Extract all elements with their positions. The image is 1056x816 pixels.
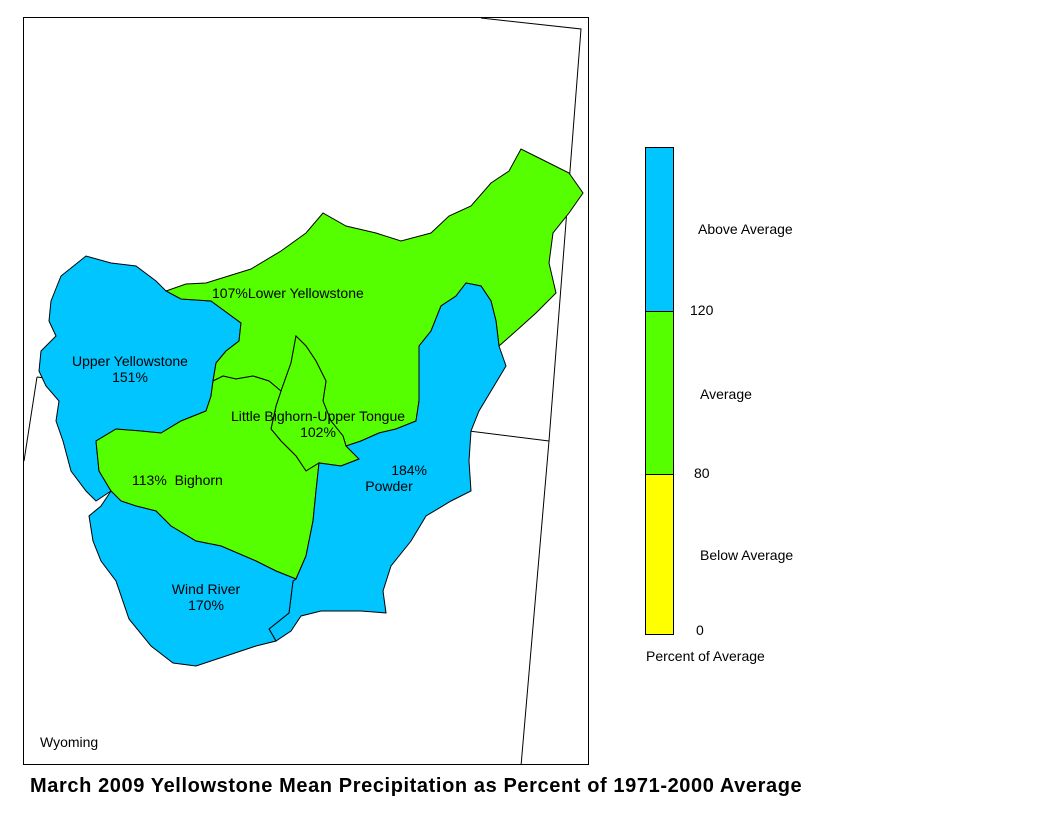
basin-powder[interactable] <box>268 282 507 642</box>
legend-swatch-average <box>646 311 673 474</box>
basin-label-wind-river: Wind River 170% <box>154 581 258 613</box>
legend-swatch-below-average <box>646 474 673 634</box>
basin-label-bighorn: 113% Bighorn <box>132 472 223 488</box>
legend-class-label: Below Average <box>700 547 794 563</box>
map-frame: Upper Yellowstone 151% 107%Lower Yellows… <box>23 17 589 765</box>
basin-percent: 170% <box>188 597 224 613</box>
state-boundary-line <box>24 376 38 462</box>
basin-percent: 184% <box>391 462 427 478</box>
legend-color-bar <box>645 147 674 635</box>
basin-label-little-bighorn-upper-tongue: Little Bighorn-Upper Tongue 102% <box>198 408 438 440</box>
basin-name: Powder <box>365 478 413 494</box>
basin-percent: 107% <box>212 285 248 301</box>
basin-name: Wind River <box>171 581 241 597</box>
basin-name: Lower Yellowstone <box>247 285 364 301</box>
state-label: Wyoming <box>40 734 99 750</box>
basin-percent: 151% <box>112 369 148 385</box>
basin-percent: 102% <box>300 424 336 440</box>
state-boundary-line <box>520 440 550 764</box>
legend-class-label: Average <box>700 386 752 402</box>
legend-title: Percent of Average <box>646 648 765 664</box>
legend-break-label: 120 <box>690 302 714 318</box>
basin-label-upper-yellowstone: Upper Yellowstone 151% <box>60 353 200 385</box>
basin-label-lower-yellowstone: 107%Lower Yellowstone <box>212 285 364 301</box>
basin-map <box>24 18 584 764</box>
page-title: March 2009 Yellowstone Mean Precipitatio… <box>30 775 803 797</box>
basin-name: Upper Yellowstone <box>72 353 188 369</box>
legend-break-label: 0 <box>696 622 704 638</box>
legend-swatch-above-average <box>646 148 673 311</box>
basin-name: Little Bighorn-Upper Tongue <box>230 408 406 424</box>
basin-wind-river[interactable] <box>88 490 298 667</box>
legend-class-label: Above Average <box>698 221 793 237</box>
basin-name: Bighorn <box>174 472 223 488</box>
basin-label-powder: 184% Powder <box>351 462 427 494</box>
basin-percent: 113% <box>132 472 167 488</box>
legend-break-label: 80 <box>694 465 710 481</box>
state-boundary-line <box>480 18 582 442</box>
